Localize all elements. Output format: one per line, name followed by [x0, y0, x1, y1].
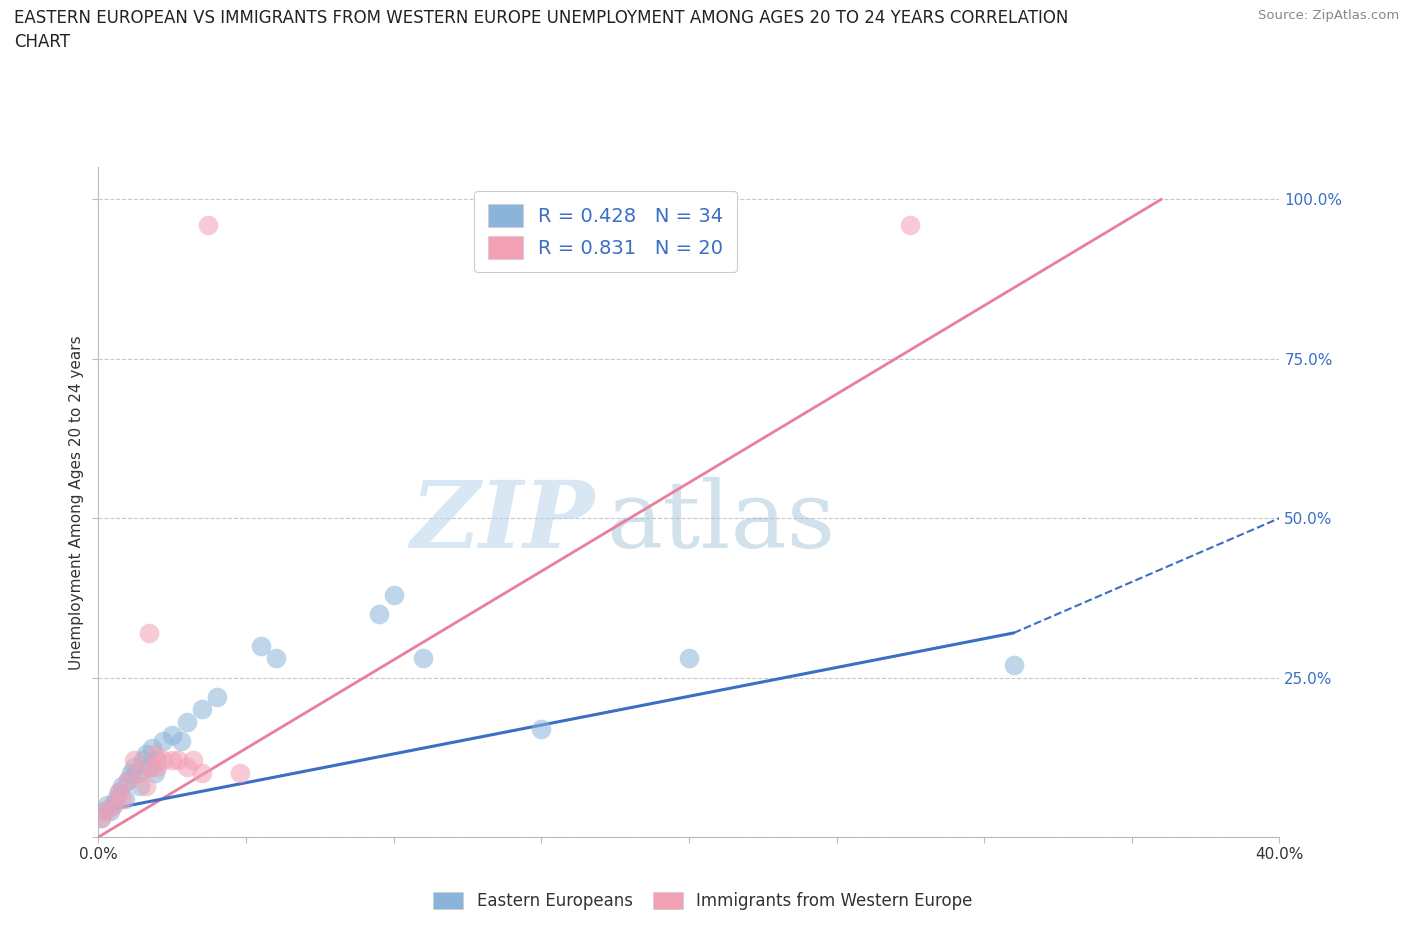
Point — [229, 765, 252, 780]
Point — [111, 791, 134, 806]
Point — [132, 753, 155, 768]
Point — [382, 587, 405, 602]
Point — [167, 753, 190, 768]
Point — [105, 791, 128, 806]
Point — [120, 765, 142, 780]
Text: EASTERN EUROPEAN VS IMMIGRANTS FROM WESTERN EUROPE UNEMPLOYMENT AMONG AGES 20 TO: EASTERN EUROPEAN VS IMMIGRANTS FROM WEST… — [14, 9, 1069, 51]
Point — [103, 798, 125, 813]
Point — [146, 760, 169, 775]
Point — [181, 753, 204, 768]
Legend: Eastern Europeans, Immigrants from Western Europe: Eastern Europeans, Immigrants from Weste… — [427, 885, 979, 917]
Point — [125, 765, 148, 780]
Point — [93, 804, 115, 819]
Point — [128, 778, 150, 793]
Point — [117, 772, 139, 787]
Point — [135, 778, 157, 793]
Point — [122, 760, 145, 775]
Point — [114, 791, 136, 806]
Text: atlas: atlas — [606, 477, 835, 567]
Point — [117, 772, 139, 787]
Point — [143, 747, 166, 762]
Point — [90, 810, 112, 825]
Point — [108, 785, 131, 800]
Point — [1002, 658, 1025, 672]
Point — [152, 734, 174, 749]
Point — [530, 721, 553, 736]
Point — [197, 218, 219, 232]
Point — [264, 651, 287, 666]
Point — [122, 753, 145, 768]
Point — [111, 778, 134, 793]
Point — [143, 765, 166, 780]
Text: ZIP: ZIP — [411, 477, 595, 567]
Point — [176, 760, 198, 775]
Point — [191, 765, 214, 780]
Text: Source: ZipAtlas.com: Source: ZipAtlas.com — [1258, 9, 1399, 22]
Point — [90, 810, 112, 825]
Point — [162, 753, 183, 768]
Point — [678, 651, 700, 666]
Point — [108, 785, 131, 800]
Point — [176, 715, 198, 730]
Point — [146, 753, 169, 768]
Point — [96, 798, 118, 813]
Point — [103, 798, 125, 813]
Point — [128, 765, 150, 780]
Point — [96, 804, 118, 819]
Point — [138, 760, 160, 775]
Point — [412, 651, 434, 666]
Point — [162, 727, 183, 742]
Point — [141, 740, 163, 755]
Point — [98, 804, 121, 819]
Point — [205, 689, 228, 704]
Point — [170, 734, 193, 749]
Point — [138, 626, 160, 641]
Point — [191, 702, 214, 717]
Legend: R = 0.428   N = 34, R = 0.831   N = 20: R = 0.428 N = 34, R = 0.831 N = 20 — [474, 191, 737, 272]
Point — [135, 747, 157, 762]
Point — [152, 753, 174, 768]
Point — [141, 760, 163, 775]
Point — [250, 638, 273, 653]
Y-axis label: Unemployment Among Ages 20 to 24 years: Unemployment Among Ages 20 to 24 years — [69, 335, 84, 670]
Point — [900, 218, 922, 232]
Point — [368, 606, 391, 621]
